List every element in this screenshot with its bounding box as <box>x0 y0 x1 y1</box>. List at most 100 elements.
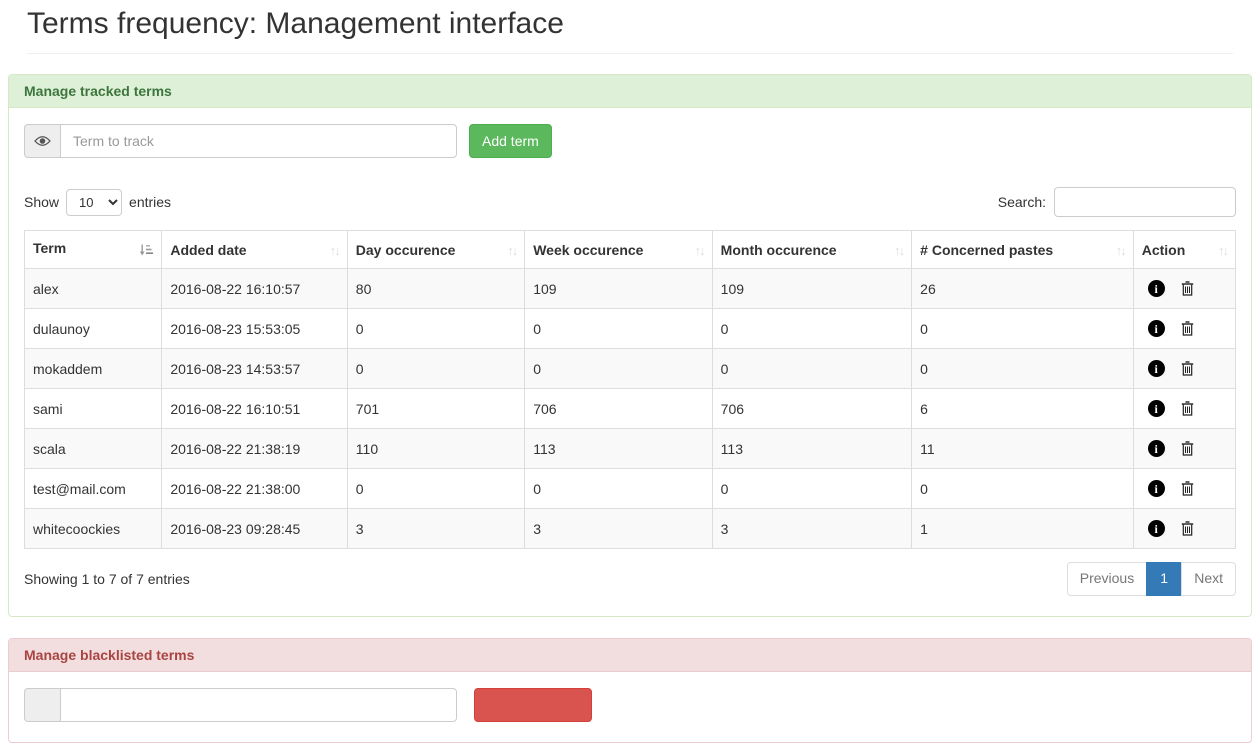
page-container: Terms frequency: Management interface Ma… <box>0 6 1260 743</box>
action-cell: i <box>1132 468 1237 509</box>
week-occurence-cell: 3 <box>524 508 713 549</box>
added-date-cell: 2016-08-22 16:10:57 <box>161 268 348 309</box>
blacklisted-terms-panel: Manage blacklisted terms <box>8 637 1252 743</box>
day-occurence-cell: 701 <box>346 388 526 429</box>
term-to-track-input[interactable] <box>60 124 457 158</box>
sort-both-icon: ↑↓ <box>1115 242 1127 258</box>
blacklist-input-group <box>24 687 457 722</box>
table-header-row: Term ↑↓ Added date ↑↓ Day occurence ↑↓ <box>23 230 1237 269</box>
column-header-day-occurence[interactable]: ↑↓ Day occurence <box>346 230 526 269</box>
sort-ascending-icon <box>139 243 154 259</box>
column-header-month-occurence[interactable]: ↑↓ Month occurence <box>711 230 913 269</box>
month-occurence-cell: 0 <box>711 348 913 389</box>
month-occurence-cell: 0 <box>711 468 913 509</box>
week-occurence-cell: 0 <box>524 348 713 389</box>
table-row: scala 2016-08-22 21:38:19 110 113 113 11… <box>23 428 1237 469</box>
column-header-action[interactable]: ↑↓ Action <box>1132 230 1237 269</box>
trash-icon[interactable] <box>1181 321 1194 336</box>
week-occurence-cell: 706 <box>524 388 713 429</box>
info-icon[interactable]: i <box>1147 280 1165 297</box>
month-occurence-cell: 3 <box>711 508 913 549</box>
info-icon[interactable]: i <box>1147 480 1165 497</box>
term-cell: test@mail.com <box>23 468 163 509</box>
blacklist-add-button[interactable] <box>474 687 592 722</box>
trash-icon[interactable] <box>1181 441 1194 456</box>
week-occurence-cell: 0 <box>524 468 713 509</box>
sort-both-icon: ↑↓ <box>507 242 518 258</box>
week-occurence-cell: 113 <box>524 428 713 469</box>
action-cell: i <box>1132 308 1237 349</box>
search-control: Search: <box>998 187 1236 217</box>
table-row: test@mail.com 2016-08-22 21:38:00 0 0 0 … <box>23 468 1237 509</box>
sort-both-icon: ↑↓ <box>694 242 706 258</box>
trash-icon[interactable] <box>1181 281 1194 296</box>
tracked-terms-panel-header: Manage tracked terms <box>9 75 1251 108</box>
concerned-pastes-cell: 0 <box>911 468 1134 509</box>
day-occurence-cell: 0 <box>346 468 526 509</box>
action-cell: i <box>1132 428 1237 469</box>
month-occurence-cell: 113 <box>711 428 913 469</box>
sort-both-icon: ↑↓ <box>1218 242 1229 258</box>
info-icon[interactable]: i <box>1147 400 1165 417</box>
show-label: Show <box>24 194 60 210</box>
column-header-added-date[interactable]: ↑↓ Added date <box>161 230 348 269</box>
table-row: dulaunoy 2016-08-23 15:53:05 0 0 0 0 i <box>23 308 1237 349</box>
column-header-week-occurence[interactable]: ↑↓ Week occurence <box>524 230 713 269</box>
term-input-group <box>24 124 457 158</box>
tracked-terms-panel: Manage tracked terms Add term Show <box>8 74 1252 617</box>
eye-icon <box>24 124 60 158</box>
sort-both-icon: ↑↓ <box>329 242 341 258</box>
table-row: mokaddem 2016-08-23 14:53:57 0 0 0 0 i <box>23 348 1237 389</box>
add-term-button[interactable]: Add term <box>469 124 552 158</box>
page-length-select[interactable]: 10 <box>66 188 123 216</box>
trash-icon[interactable] <box>1181 521 1194 536</box>
term-cell: whitecoockies <box>23 508 163 549</box>
month-occurence-cell: 0 <box>711 308 913 349</box>
info-icon[interactable]: i <box>1147 360 1165 377</box>
pagination-next[interactable]: Next <box>1181 562 1236 596</box>
trash-icon[interactable] <box>1181 361 1194 376</box>
day-occurence-cell: 0 <box>346 348 526 389</box>
week-occurence-cell: 0 <box>524 308 713 349</box>
action-cell: i <box>1132 508 1237 549</box>
action-cell: i <box>1132 348 1237 389</box>
term-cell: dulaunoy <box>23 308 163 349</box>
table-row: whitecoockies 2016-08-23 09:28:45 3 3 3 … <box>23 508 1237 549</box>
pagination-previous[interactable]: Previous <box>1066 562 1148 596</box>
added-date-cell: 2016-08-22 21:38:00 <box>161 468 348 509</box>
action-cell: i <box>1132 268 1237 309</box>
trash-icon[interactable] <box>1181 481 1194 496</box>
sort-both-icon: ↑↓ <box>894 242 905 258</box>
datatable-footer: Showing 1 to 7 of 7 entries Previous 1 N… <box>24 562 1236 596</box>
column-header-term[interactable]: Term <box>23 230 163 269</box>
concerned-pastes-cell: 6 <box>911 388 1134 429</box>
day-occurence-cell: 110 <box>346 428 526 469</box>
week-occurence-cell: 109 <box>524 268 713 309</box>
term-cell: scala <box>23 428 163 469</box>
term-cell: alex <box>23 268 163 309</box>
blacklist-addon-icon <box>24 687 60 722</box>
concerned-pastes-cell: 1 <box>911 508 1134 549</box>
added-date-cell: 2016-08-23 14:53:57 <box>161 348 348 389</box>
column-header-concerned-pastes[interactable]: ↑↓ # Concerned pastes <box>911 230 1134 269</box>
term-cell: mokaddem <box>23 348 163 389</box>
blacklist-term-input[interactable] <box>60 687 457 722</box>
search-input[interactable] <box>1054 187 1236 217</box>
page-title: Terms frequency: Management interface <box>27 7 564 40</box>
added-date-cell: 2016-08-22 21:38:19 <box>161 428 348 469</box>
tracked-terms-panel-body: Add term Show 10 entries Search: <box>9 108 1251 616</box>
concerned-pastes-cell: 11 <box>911 428 1134 469</box>
term-cell: sami <box>23 388 163 429</box>
added-date-cell: 2016-08-23 15:53:05 <box>161 308 348 349</box>
blacklisted-terms-panel-body <box>9 672 1251 742</box>
datatable-controls: Show 10 entries Search: <box>24 187 1236 217</box>
concerned-pastes-cell: 26 <box>911 268 1134 309</box>
trash-icon[interactable] <box>1181 401 1194 416</box>
info-icon[interactable]: i <box>1147 440 1165 457</box>
entries-label: entries <box>129 194 172 210</box>
tracked-terms-table: Term ↑↓ Added date ↑↓ Day occurence ↑↓ <box>23 230 1237 549</box>
title-divider <box>27 53 1233 54</box>
pagination-page-1[interactable]: 1 <box>1146 562 1183 596</box>
info-icon[interactable]: i <box>1147 520 1165 537</box>
info-icon[interactable]: i <box>1147 320 1165 337</box>
